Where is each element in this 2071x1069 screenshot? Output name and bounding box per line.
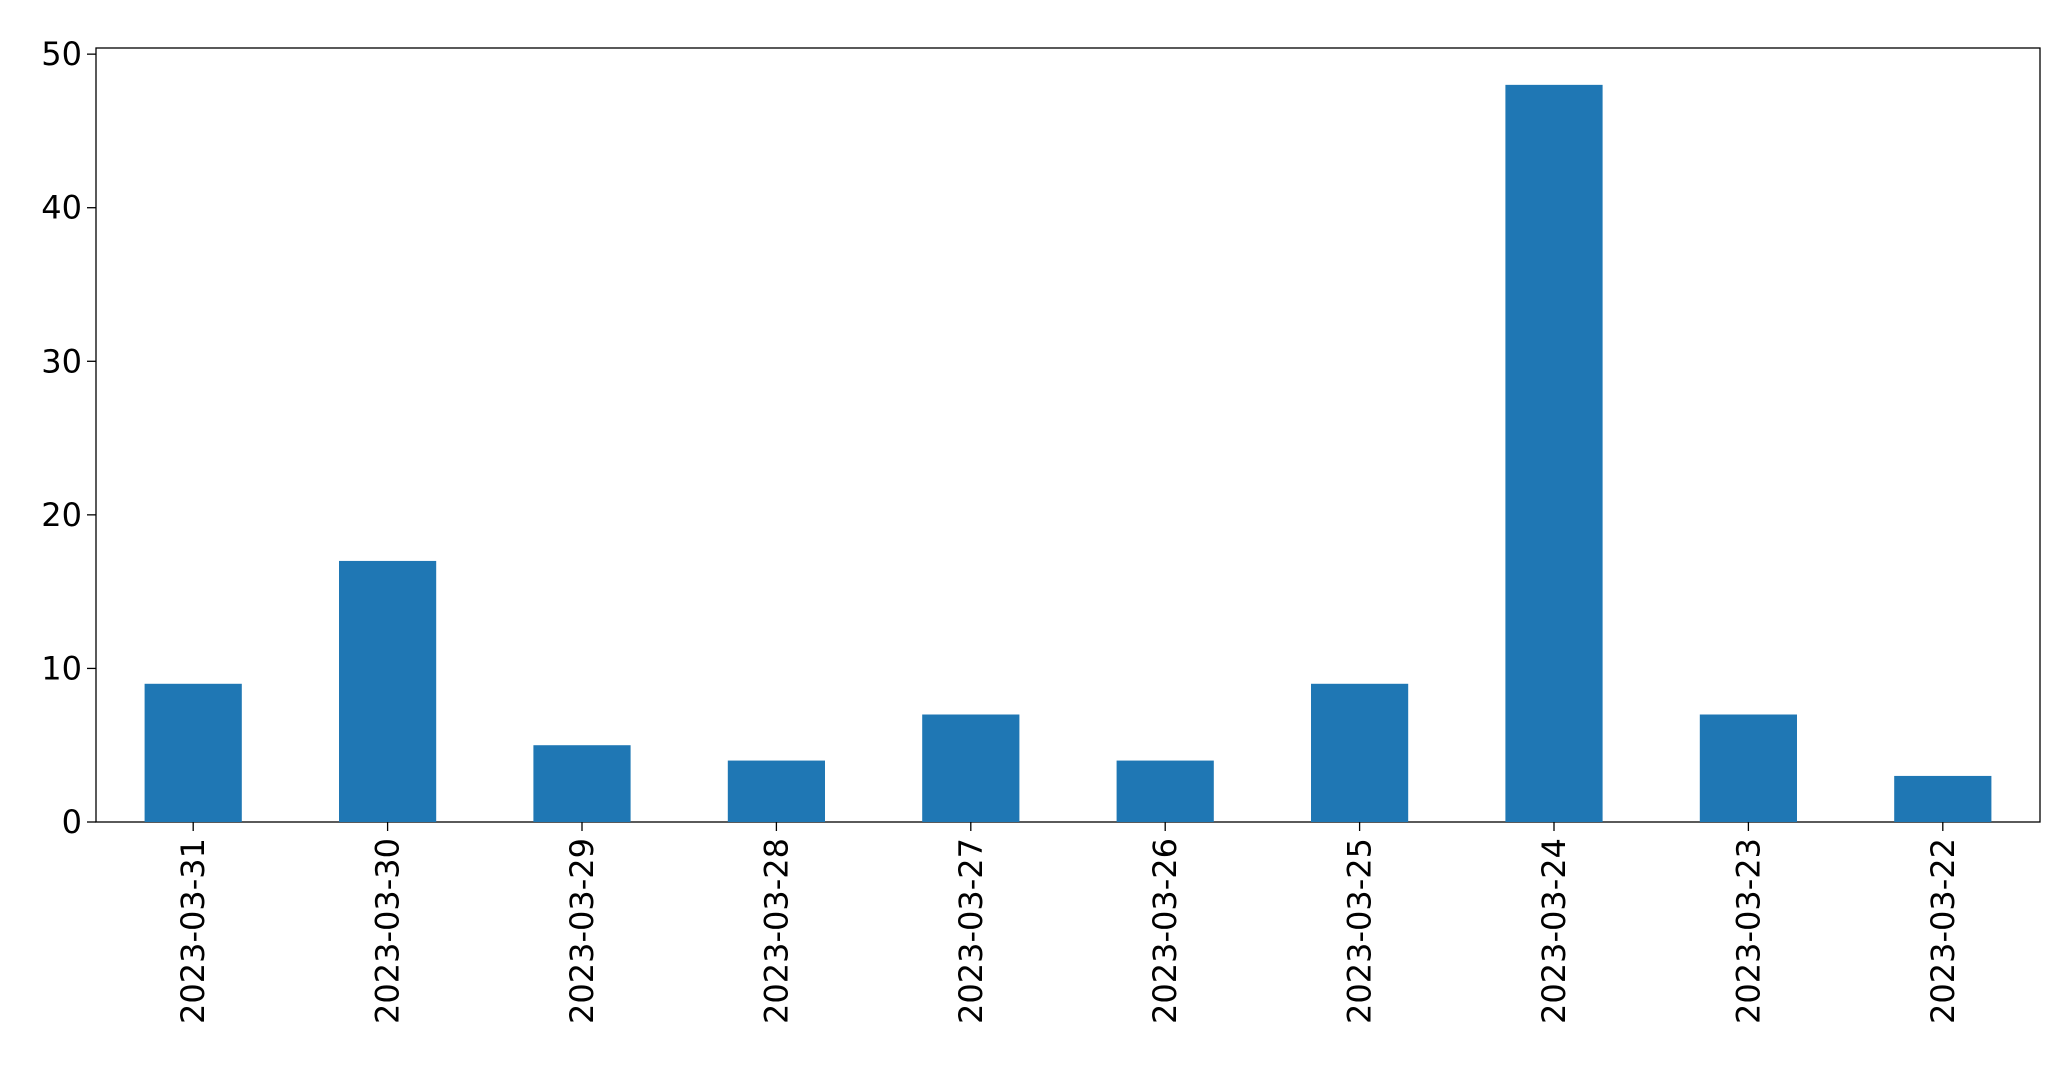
x-tick-label: 2023-03-24 [1535,838,1573,1024]
y-tick-label: 30 [41,342,82,380]
bar [1116,760,1214,822]
x-tick-label: 2023-03-30 [369,838,407,1024]
x-tick-label: 2023-03-28 [757,838,795,1024]
bar [1505,84,1603,823]
x-tick-label: 2023-03-25 [1341,838,1379,1024]
bar [339,560,437,822]
bar [922,714,1020,822]
plot-frame [95,47,2041,823]
bar [1894,775,1992,822]
x-tick-label: 2023-03-23 [1729,838,1767,1024]
bar [727,760,825,822]
y-tick-label: 10 [41,649,82,687]
x-tick-label: 2023-03-26 [1146,838,1184,1024]
x-tick-label: 2023-03-27 [952,838,990,1024]
y-tick-label: 40 [41,189,82,227]
x-tick-label: 2023-03-31 [174,838,212,1024]
bar [1699,714,1797,822]
y-tick-label: 20 [41,496,82,534]
bar [1311,683,1409,822]
bar [144,683,242,822]
x-tick-label: 2023-03-29 [563,838,601,1024]
x-tick-label: 2023-03-22 [1924,838,1962,1024]
y-tick-label: 0 [62,803,82,841]
y-tick-label: 50 [41,35,82,73]
bar [533,745,631,822]
